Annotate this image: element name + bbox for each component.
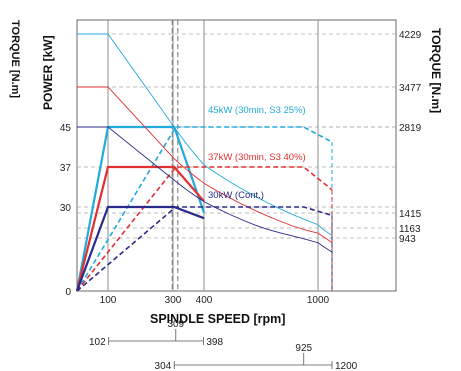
speed-range-from-label-1: 304 <box>155 361 172 371</box>
y-left-tick-label-2: 37 <box>60 163 72 174</box>
y-right-axis-title: TORQUE [N.m] <box>429 28 443 113</box>
y-right-tick-label-2: 2819 <box>399 123 422 134</box>
power-low-range-1 <box>75 165 205 292</box>
speed-range-from-label-0: 102 <box>89 337 106 348</box>
speed-range-to-label-1: 1200 <box>335 361 358 371</box>
torque-curve-2 <box>77 126 333 253</box>
speed-range-to-label-0: 398 <box>206 337 223 348</box>
speed-range-mid-label-0: 309 <box>167 319 184 330</box>
torque-curve-0 <box>77 33 333 236</box>
x-tick-label-0: 100 <box>100 295 117 306</box>
x-tick-label-2: 400 <box>196 295 213 306</box>
y-right-tick-label-0: 4229 <box>399 30 422 41</box>
y-left-axis-title: POWER [kW] <box>41 35 55 110</box>
speed-range-mid-label-1: 925 <box>295 343 312 354</box>
y-left-tick-label-0: 0 <box>65 287 71 298</box>
torque-curve-1 <box>77 86 333 244</box>
series-label-0: 45kW (30min, S3 25%) <box>208 105 306 116</box>
edge-torque-label: TORQUE [N.m] <box>9 20 21 98</box>
y-right-tick-label-5: 943 <box>399 234 416 245</box>
series-label-2: 30kW (Cont.) <box>208 190 264 201</box>
x-tick-label-3: 1000 <box>307 295 330 306</box>
y-left-tick-label-1: 30 <box>60 203 72 214</box>
y-left-tick-label-3: 45 <box>60 123 72 134</box>
plot-frame <box>76 19 397 292</box>
x-tick-label-1: 300 <box>165 295 182 306</box>
y-right-tick-label-1: 3477 <box>399 83 422 94</box>
x-axis-title: SPINDLE SPEED [rpm] <box>150 312 285 326</box>
power-low-range-2 <box>75 205 205 292</box>
series-label-1: 37kW (30min, S3 40%) <box>208 152 306 163</box>
power-high-range-1 <box>76 166 333 292</box>
y-right-tick-label-3: 1415 <box>399 209 422 220</box>
power-high-range-2 <box>76 206 333 292</box>
y-right-tick-label-4: 1163 <box>399 224 421 235</box>
power-low-range-0 <box>75 125 206 292</box>
